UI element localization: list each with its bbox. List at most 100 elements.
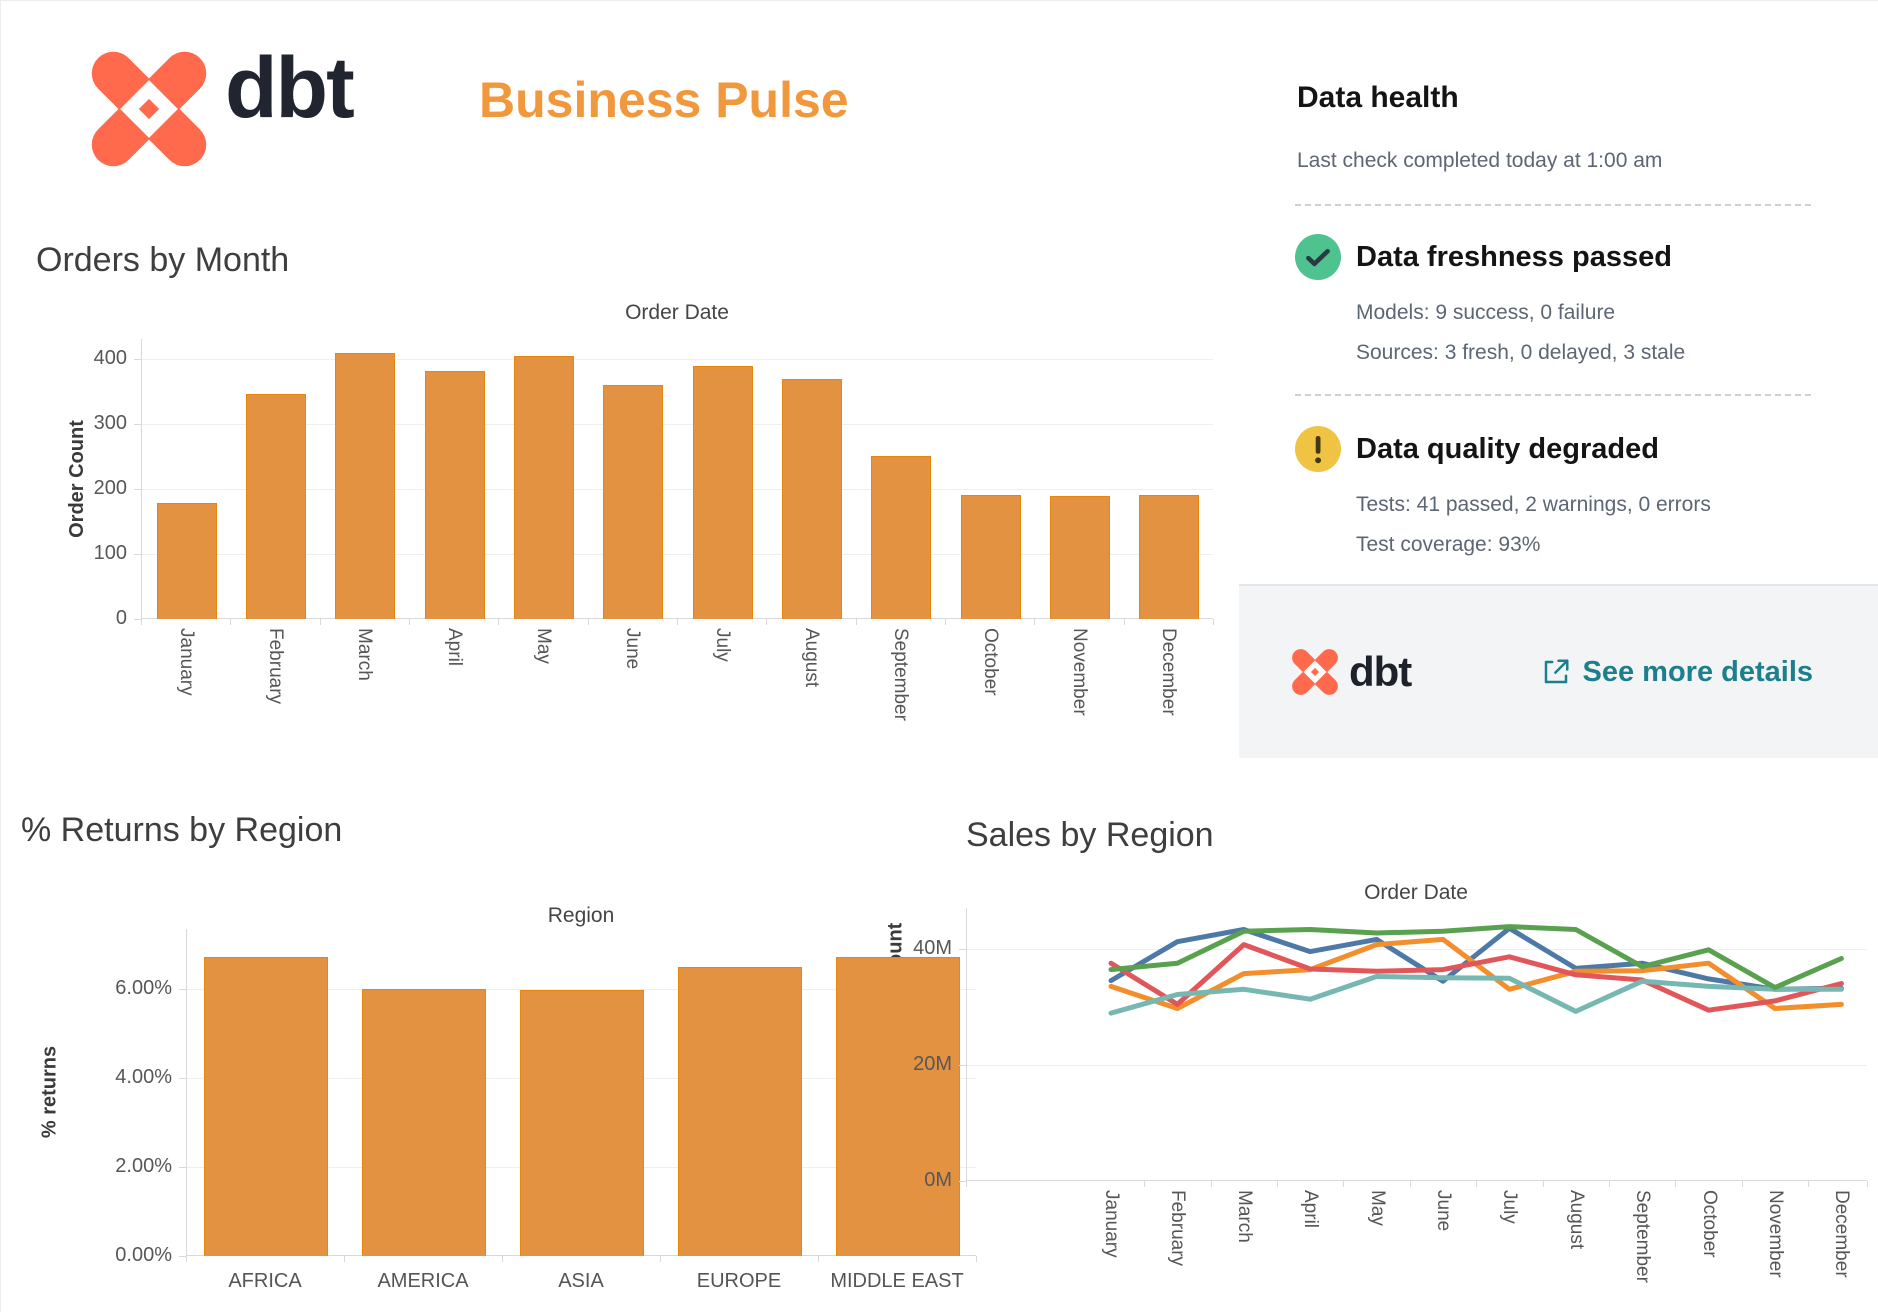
- line-series-orange[interactable]: [1108, 936, 1844, 1011]
- x-label-november: November: [1765, 1190, 1786, 1278]
- footer-brand: dbt: [1291, 648, 1412, 696]
- line-series-teal[interactable]: [1108, 974, 1844, 1016]
- x-tick-mark: [945, 619, 946, 625]
- y-tick-mark: [179, 989, 186, 991]
- bar-may[interactable]: [514, 355, 574, 619]
- x-tick-mark: [1213, 619, 1214, 625]
- bar-september[interactable]: [871, 455, 932, 619]
- x-tick-mark: [660, 1256, 661, 1262]
- x-tick-mark: [766, 619, 768, 625]
- gridline: [967, 948, 1867, 950]
- returns-y-axis-label: % returns: [38, 1045, 61, 1139]
- dbt-wordmark: dbt: [225, 40, 355, 136]
- x-tick-mark: [976, 1256, 977, 1262]
- x-tick-mark: [1409, 1181, 1411, 1187]
- x-label-february: February: [265, 628, 286, 705]
- quality-tests-line: Tests: 41 passed, 2 warnings, 0 errors: [1356, 493, 1711, 516]
- x-tick-mark: [677, 619, 678, 625]
- x-tick-mark: [818, 1256, 819, 1262]
- dbt-wordmark: dbt: [1349, 648, 1412, 695]
- line-series-red[interactable]: [1108, 942, 1844, 1013]
- freshness-status-title: Data freshness passed: [1356, 241, 1672, 273]
- bar-november[interactable]: [1050, 495, 1110, 619]
- y-tick-mark: [959, 1181, 966, 1182]
- x-label-december: December: [1158, 628, 1180, 716]
- x-label-october: October: [979, 628, 1001, 696]
- x-tick-mark: [1144, 1181, 1146, 1187]
- orders-by-month-ytick-100: 100: [93, 541, 127, 564]
- x-tick-mark: [186, 1256, 187, 1262]
- bar-july[interactable]: [692, 366, 753, 619]
- x-label-january: January: [175, 628, 197, 696]
- x-label-may: May: [1366, 1190, 1388, 1226]
- bar-april[interactable]: [424, 370, 485, 619]
- x-label-march: March: [354, 628, 376, 681]
- orders-axis-title: Order Date: [625, 301, 729, 324]
- bar-africa[interactable]: [204, 957, 328, 1256]
- x-tick-mark: [1343, 1181, 1345, 1187]
- x-label-middle-east: MIDDLE EAST: [830, 1270, 964, 1292]
- bar-middle-east[interactable]: [836, 956, 960, 1256]
- warning-circle-icon: [1295, 426, 1341, 472]
- x-tick-mark: [319, 619, 321, 625]
- gridline: [187, 989, 976, 991]
- x-label-september: September: [1632, 1190, 1654, 1283]
- x-tick-mark: [141, 619, 142, 625]
- line-series-green[interactable]: [1108, 924, 1844, 991]
- bar-june[interactable]: [603, 384, 664, 619]
- sales-by-region-plot-area: [966, 908, 1867, 1181]
- data-health-footer: dbt See more details: [1239, 584, 1878, 758]
- quality-status-title: Data quality degraded: [1356, 433, 1659, 465]
- y-tick-mark: [134, 619, 141, 620]
- x-label-july: July: [1499, 1190, 1521, 1224]
- x-tick-mark: [230, 619, 232, 625]
- x-label-africa: AFRICA: [228, 1270, 302, 1292]
- x-tick-mark: [587, 619, 589, 625]
- returns-by-region-ytick-2-00-: 2.00%: [115, 1155, 172, 1178]
- orders-by-month-ytick-300: 300: [93, 411, 127, 434]
- x-label-april: April: [1300, 1190, 1322, 1229]
- x-label-december: December: [1831, 1190, 1853, 1278]
- returns-by-region-ytick-6-00-: 6.00%: [115, 977, 172, 1000]
- data-health-title: Data health: [1297, 81, 1459, 114]
- bar-february[interactable]: [246, 393, 306, 619]
- y-tick-mark: [179, 1256, 186, 1257]
- y-tick-mark: [959, 948, 966, 950]
- x-label-america: AMERICA: [377, 1270, 469, 1292]
- x-label-january: January: [1101, 1190, 1122, 1258]
- bar-august[interactable]: [782, 379, 842, 619]
- bar-december[interactable]: [1139, 495, 1200, 619]
- x-label-august: August: [1565, 1190, 1587, 1250]
- x-label-october: October: [1698, 1190, 1720, 1258]
- bar-europe[interactable]: [678, 966, 802, 1256]
- returns-chart-title: % Returns by Region: [21, 811, 343, 849]
- x-tick-mark: [855, 619, 857, 625]
- bar-march[interactable]: [335, 353, 396, 619]
- bar-october[interactable]: [960, 495, 1021, 619]
- x-tick-mark: [1277, 1181, 1278, 1187]
- sales-chart-title: Sales by Region: [966, 816, 1214, 854]
- y-tick-mark: [134, 358, 141, 360]
- see-more-details-label: See more details: [1582, 655, 1814, 688]
- bar-january[interactable]: [156, 503, 217, 619]
- gridline: [142, 488, 1213, 490]
- y-tick-mark: [179, 1078, 186, 1080]
- see-more-details-link[interactable]: See more details: [1541, 655, 1814, 689]
- returns-by-region-ytick-4-00-: 4.00%: [115, 1066, 172, 1089]
- y-tick-mark: [134, 488, 141, 490]
- x-tick-mark: [344, 1256, 345, 1262]
- x-label-march: March: [1233, 1190, 1255, 1243]
- bar-asia[interactable]: [520, 990, 644, 1256]
- x-tick-mark: [1808, 1181, 1810, 1187]
- external-link-icon: [1544, 659, 1568, 684]
- x-label-february: February: [1167, 1190, 1189, 1267]
- line-series-blue[interactable]: [1108, 925, 1844, 992]
- orders-by-month-ytick-400: 400: [93, 346, 127, 369]
- returns-by-region-plot-area: [186, 929, 976, 1256]
- freshness-models-line: Models: 9 success, 0 failure: [1356, 301, 1616, 324]
- x-tick-mark: [1675, 1181, 1677, 1187]
- bar-america[interactable]: [362, 988, 486, 1256]
- dbt-logo-icon: [89, 49, 209, 169]
- quality-coverage-line: Test coverage: 93%: [1356, 533, 1541, 556]
- y-tick-mark: [179, 1167, 186, 1169]
